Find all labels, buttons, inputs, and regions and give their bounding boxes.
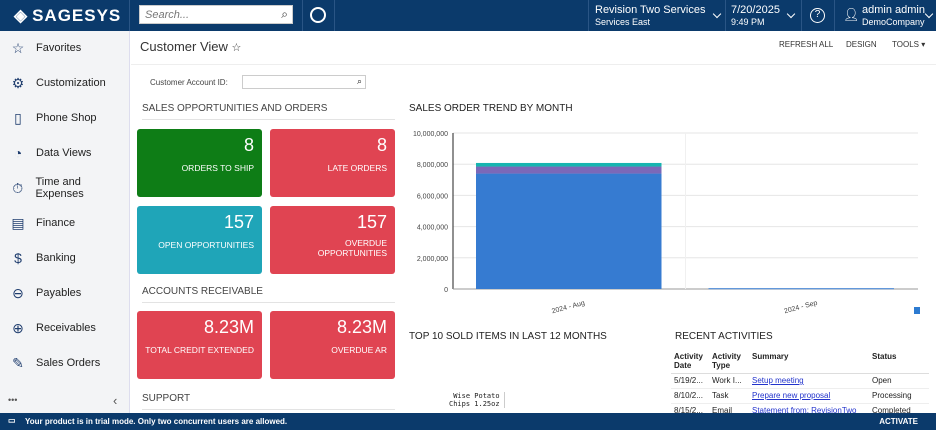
sales-orders-icon: ✎ bbox=[12, 354, 24, 371]
activities-table: Activity Date Activity Type Summary Stat… bbox=[671, 351, 929, 419]
y-tick-label: 2,000,000 bbox=[417, 256, 448, 263]
divider bbox=[725, 0, 726, 31]
history-icon[interactable] bbox=[310, 7, 326, 23]
message-icon: ▭ bbox=[8, 416, 16, 425]
tile-overdue-ar[interactable]: 8.23M OVERDUE AR bbox=[270, 311, 395, 379]
more-icon[interactable]: ••• bbox=[8, 395, 18, 405]
tile-orders-to-ship[interactable]: 8 ORDERS TO SHIP bbox=[137, 129, 262, 197]
bar-segment bbox=[476, 173, 662, 289]
tools-menu[interactable]: TOOLS ▾ bbox=[892, 40, 926, 49]
chart-title: SALES ORDER TREND BY MONTH bbox=[409, 103, 573, 114]
x-tick-label: 2024 - Sep bbox=[783, 300, 818, 316]
page-title: Customer View ☆ bbox=[140, 39, 242, 54]
chevron-down-icon[interactable] bbox=[924, 9, 934, 19]
logo[interactable]: ◈ SAGESYS bbox=[14, 6, 122, 25]
y-tick-label: 10,000,000 bbox=[413, 131, 448, 138]
top-bar: ◈ SAGESYS Search... ⌕ Revision Two Service… bbox=[0, 0, 936, 31]
search-input[interactable]: Search... ⌕ bbox=[139, 5, 293, 24]
favorite-star-icon[interactable]: ☆ bbox=[231, 42, 242, 54]
main-content: Customer View ☆ REFRESH ALL DESIGN TOOLS… bbox=[131, 31, 936, 419]
sidebar-item-payables[interactable]: ⊖ Payables bbox=[10, 283, 81, 303]
search-icon[interactable]: ⌕ bbox=[281, 7, 288, 21]
y-tick-label: 6,000,000 bbox=[417, 193, 448, 200]
column-header[interactable]: Summary bbox=[749, 351, 869, 374]
y-tick-label: 8,000,000 bbox=[417, 162, 448, 169]
y-tick-label: 0 bbox=[444, 287, 448, 294]
logo-icon: ◈ bbox=[14, 6, 29, 25]
tile-open-opportunities[interactable]: 157 OPEN OPPORTUNITIES bbox=[137, 206, 262, 274]
trial-banner: ▭ Your product is in trial mode. Only tw… bbox=[0, 413, 936, 430]
section-support: SUPPORT bbox=[142, 393, 395, 410]
chevron-down-icon[interactable] bbox=[786, 9, 796, 19]
chart-type-icon bbox=[914, 307, 920, 314]
summary-link[interactable]: Setup meeting bbox=[752, 376, 804, 385]
bar-segment bbox=[708, 288, 894, 290]
bar-segment bbox=[476, 162, 662, 167]
time-and-expenses-icon: ⏱ bbox=[12, 179, 24, 196]
sidebar-item-time-and-expenses[interactable]: ⏱ Time and Expenses bbox=[10, 176, 129, 200]
payables-icon: ⊖ bbox=[12, 284, 24, 301]
sidebar: ☆ Favorites ⚙ Customization ▯ Phone Shop ◔ Data… bbox=[0, 31, 130, 413]
divider bbox=[588, 0, 589, 31]
sidebar-item-banking[interactable]: $ Banking bbox=[10, 248, 76, 268]
divider bbox=[129, 0, 130, 31]
sidebar-item-customization[interactable]: ⚙ Customization bbox=[11, 74, 106, 91]
finance-icon: ▤ bbox=[11, 214, 25, 231]
favorites-icon: ☆ bbox=[11, 39, 25, 56]
design-button[interactable]: DESIGN bbox=[846, 40, 877, 49]
sidebar-item-phone-shop[interactable]: ▯ Phone Shop bbox=[10, 108, 96, 128]
sidebar-item-sales-orders[interactable]: ✎ Sales Orders bbox=[10, 353, 100, 373]
column-header[interactable]: Status bbox=[869, 351, 929, 374]
banking-icon: $ bbox=[14, 250, 22, 266]
divider bbox=[834, 0, 835, 31]
date-selector[interactable]: 7/20/2025 9:49 PM bbox=[731, 4, 780, 27]
divider bbox=[302, 0, 303, 31]
chevron-down-icon[interactable] bbox=[712, 9, 722, 19]
user-menu[interactable]: admin admin DemoCompany bbox=[862, 4, 925, 27]
help-icon[interactable]: ? bbox=[810, 8, 825, 23]
sidebar-item-receivables[interactable]: ⊕ Receivables bbox=[10, 318, 96, 338]
search-icon[interactable]: ⌕ bbox=[356, 76, 362, 86]
phone-shop-icon: ▯ bbox=[14, 109, 22, 126]
data-views-icon: ◔ bbox=[13, 145, 23, 161]
customer-account-input[interactable]: ⌕ bbox=[242, 75, 366, 89]
x-tick-label: 2024 - Aug bbox=[551, 300, 586, 316]
summary-link[interactable]: Statement from: RevisionTwo bbox=[752, 406, 857, 415]
activate-button[interactable]: ACTIVATE bbox=[879, 417, 918, 426]
customization-icon: ⚙ bbox=[11, 74, 25, 91]
activities-title: RECENT ACTIVITIES bbox=[675, 331, 773, 342]
collapse-icon[interactable]: ‹ bbox=[113, 393, 118, 408]
bar-segment bbox=[476, 166, 662, 174]
column-header[interactable]: Activity Date bbox=[671, 351, 709, 374]
sidebar-item-data-views[interactable]: ◔ Data Views bbox=[10, 143, 92, 163]
divider bbox=[131, 64, 936, 65]
refresh-all-button[interactable]: REFRESH ALL bbox=[779, 40, 834, 49]
top10-title: TOP 10 SOLD ITEMS IN LAST 12 MONTHS bbox=[409, 331, 607, 342]
tile-total-credit-extended[interactable]: 8.23M TOTAL CREDIT EXTENDED bbox=[137, 311, 262, 379]
column-header[interactable]: Activity Type bbox=[709, 351, 749, 374]
receivables-icon: ⊕ bbox=[12, 319, 24, 336]
account-label: Customer Account ID: bbox=[150, 78, 228, 87]
tile-late-orders[interactable]: 8 LATE ORDERS bbox=[270, 129, 395, 197]
summary-link[interactable]: Prepare new proposal bbox=[752, 391, 831, 400]
sales-trend-chart: 0 2,000,000 4,000,000 6,000,000 8,000,000 10,… bbox=[413, 131, 920, 316]
top10-chart: Wise Potato Chips 1.25oz bbox=[449, 392, 505, 408]
divider bbox=[334, 0, 335, 31]
section-ar: ACCOUNTS RECEIVABLE bbox=[142, 286, 395, 303]
table-row[interactable]: 5/19/2... Work I... Setup meeting Open bbox=[671, 373, 929, 389]
table-row[interactable]: 8/10/2... Task Prepare new proposal Process… bbox=[671, 388, 929, 404]
tile-overdue-opportunities[interactable]: 157 OVERDUE OPPORTUNITIES bbox=[270, 206, 395, 274]
sidebar-item-finance[interactable]: ▤ Finance bbox=[11, 214, 76, 231]
y-tick-label: 4,000,000 bbox=[417, 225, 448, 232]
section-sales: SALES OPPORTUNITIES AND ORDERS bbox=[142, 103, 395, 120]
user-icon: 👤︎ bbox=[843, 7, 860, 22]
divider bbox=[801, 0, 802, 31]
company-selector[interactable]: Revision Two Services Services East bbox=[595, 4, 706, 27]
sidebar-item-favorites[interactable]: ☆ Favorites bbox=[11, 39, 82, 56]
